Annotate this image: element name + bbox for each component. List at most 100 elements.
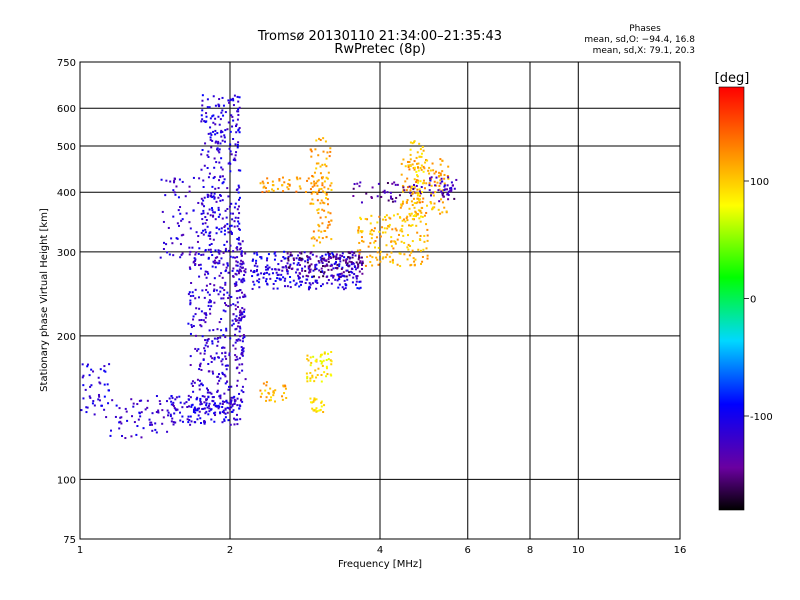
data-point <box>224 407 227 410</box>
data-point <box>232 344 235 347</box>
data-point <box>430 176 433 179</box>
data-point <box>207 395 210 398</box>
data-point <box>144 408 147 411</box>
data-point <box>86 406 89 409</box>
data-point <box>314 266 317 269</box>
data-point <box>203 352 206 355</box>
data-point <box>224 129 227 132</box>
data-point <box>243 336 246 339</box>
data-point <box>322 137 325 140</box>
data-point <box>321 364 324 367</box>
data-point <box>228 101 231 104</box>
data-point <box>415 181 418 184</box>
data-point <box>390 240 393 243</box>
data-point <box>435 184 438 187</box>
data-point <box>239 265 242 268</box>
data-point <box>400 204 403 207</box>
data-point <box>420 206 423 209</box>
data-point <box>266 267 269 270</box>
data-point <box>237 216 240 219</box>
data-point <box>325 367 328 370</box>
data-point <box>265 278 268 281</box>
data-point <box>450 188 453 191</box>
data-point <box>418 199 421 202</box>
data-point <box>212 372 215 375</box>
data-point <box>298 272 301 275</box>
data-point <box>332 267 335 270</box>
data-point <box>316 281 319 284</box>
data-point <box>297 274 300 277</box>
data-point <box>353 183 356 186</box>
data-point <box>201 109 204 112</box>
data-point <box>229 255 232 258</box>
data-point <box>337 274 340 277</box>
data-point <box>417 191 420 194</box>
data-point <box>236 118 239 121</box>
data-point <box>236 256 239 259</box>
data-point <box>220 297 223 300</box>
data-point <box>312 400 315 403</box>
data-point <box>327 211 330 214</box>
data-point <box>321 270 324 273</box>
data-point <box>379 260 382 263</box>
data-point <box>334 266 337 269</box>
data-point <box>289 251 292 254</box>
data-point <box>240 291 243 294</box>
data-point <box>304 260 307 263</box>
colorbar-tick-label: 0 <box>750 295 756 306</box>
data-point <box>221 373 224 376</box>
data-point <box>207 362 210 365</box>
data-point <box>351 281 354 284</box>
data-point <box>189 303 192 306</box>
data-point <box>208 402 211 405</box>
data-point <box>431 162 434 165</box>
data-point <box>328 155 331 158</box>
phase-stats-o: mean, sd,O: −94.4, 16.8 <box>584 35 695 45</box>
data-point <box>412 218 415 221</box>
data-point <box>213 192 216 195</box>
data-point <box>392 261 395 264</box>
data-point <box>89 396 92 399</box>
data-point <box>325 176 328 179</box>
data-point <box>358 256 361 259</box>
data-point <box>352 262 355 265</box>
data-point <box>419 148 422 151</box>
data-point <box>155 395 158 398</box>
data-point <box>192 390 195 393</box>
data-point <box>419 210 422 213</box>
data-point <box>160 178 163 181</box>
data-point <box>237 169 240 172</box>
x-axis-label: Frequency [MHz] <box>338 559 422 570</box>
data-point <box>266 257 269 260</box>
data-point <box>162 241 165 244</box>
data-point <box>272 394 275 397</box>
data-point <box>299 280 302 283</box>
data-point <box>406 219 409 222</box>
data-point <box>309 188 312 191</box>
data-point <box>309 268 312 271</box>
data-point <box>274 400 277 403</box>
data-point <box>175 396 178 399</box>
data-point <box>210 242 213 245</box>
data-point <box>327 224 330 227</box>
data-point <box>311 275 314 278</box>
data-point <box>211 340 214 343</box>
data-point <box>233 220 236 223</box>
data-point <box>232 137 235 140</box>
data-point <box>227 227 230 230</box>
data-point <box>188 185 191 188</box>
data-point <box>260 272 263 275</box>
data-point <box>256 265 259 268</box>
data-point <box>218 179 221 182</box>
data-point <box>427 169 430 172</box>
data-point <box>378 215 381 218</box>
data-point <box>199 399 202 402</box>
data-point <box>300 283 303 286</box>
data-point <box>243 293 246 296</box>
data-point <box>218 123 221 126</box>
data-point <box>209 248 212 251</box>
data-point <box>306 380 309 383</box>
data-point <box>413 178 416 181</box>
data-point <box>231 125 234 128</box>
data-point <box>350 267 353 270</box>
